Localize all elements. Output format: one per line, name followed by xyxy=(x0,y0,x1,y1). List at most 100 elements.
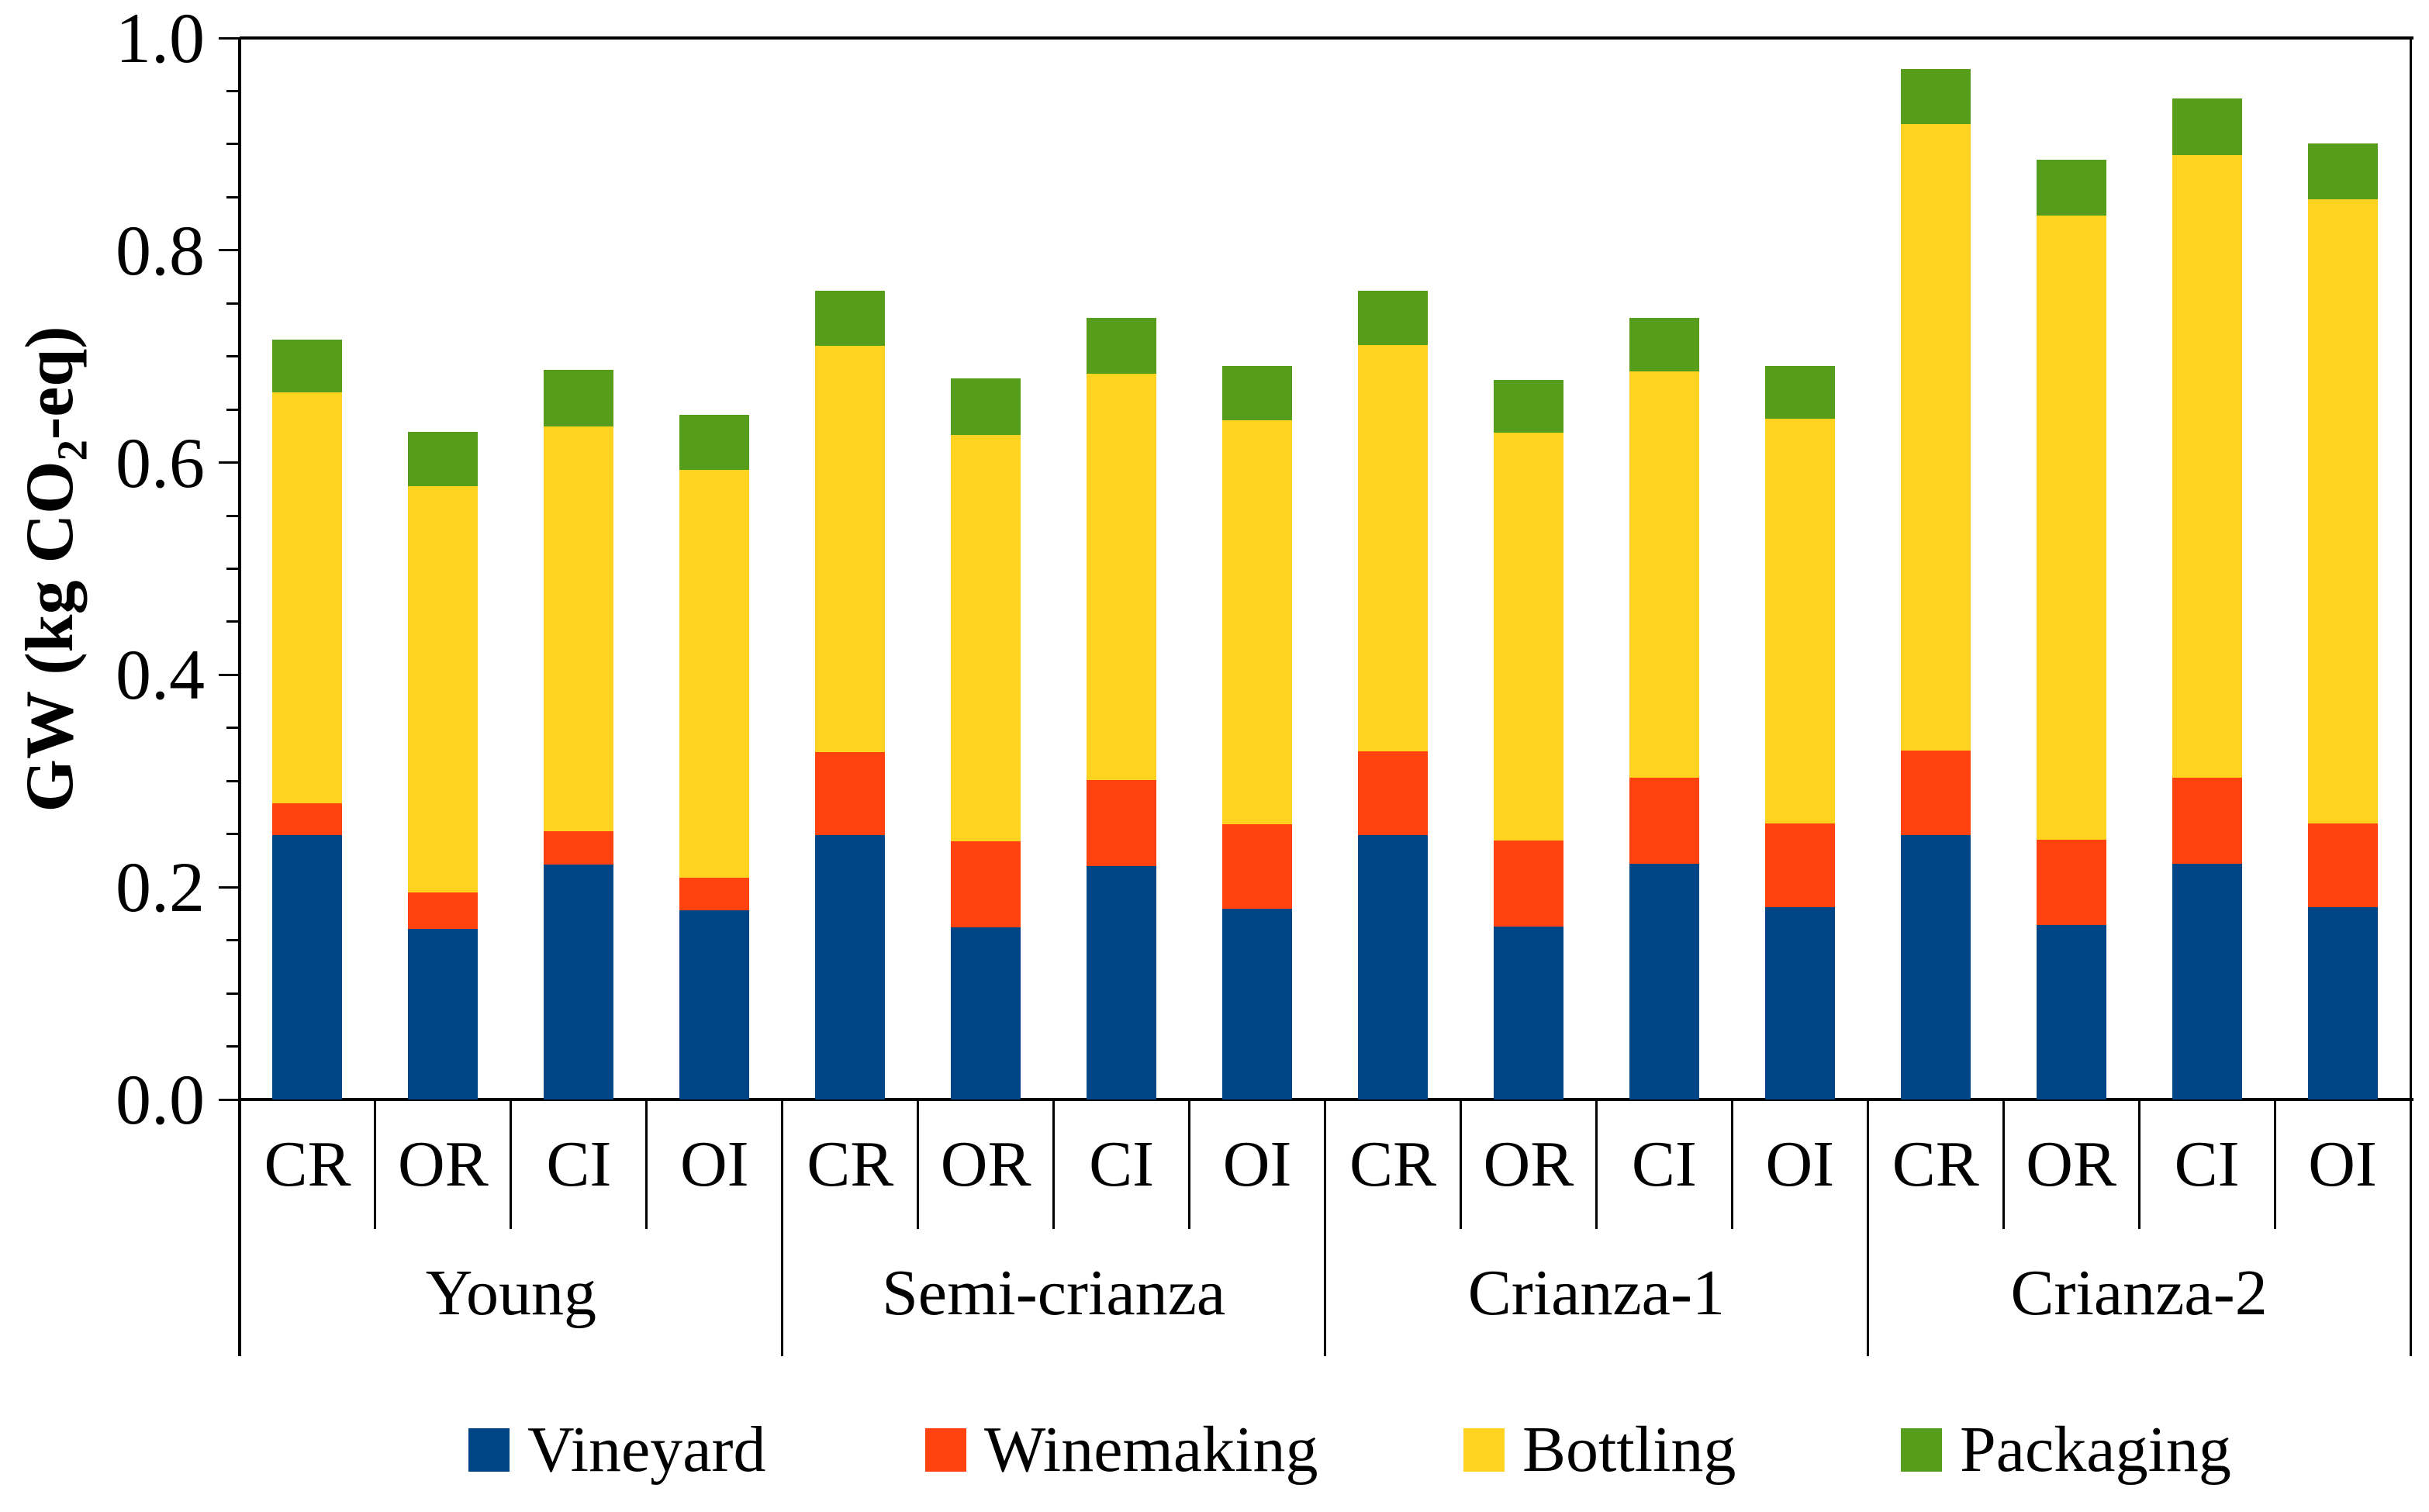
x-category-label: OI xyxy=(2308,1128,2377,1200)
bar-segment-vineyard xyxy=(2172,864,2242,1099)
y-axis-minor-tick xyxy=(226,568,240,570)
y-axis-minor-tick xyxy=(226,89,240,92)
x-axis-category-separator xyxy=(1730,1099,1733,1229)
bar-segment-bottling xyxy=(951,435,1021,842)
y-axis-minor-tick xyxy=(226,833,240,836)
bar-segment-winemaking xyxy=(2172,778,2242,865)
x-axis-category-separator xyxy=(1595,1099,1598,1229)
bar-segment-packaging xyxy=(1357,290,1428,345)
bar-segment-vineyard xyxy=(951,927,1021,1099)
bar-segment-packaging xyxy=(679,414,750,471)
x-axis-group-separator xyxy=(1324,1099,1326,1356)
bar-segment-winemaking xyxy=(1222,824,1293,909)
y-axis-minor-tick xyxy=(226,939,240,942)
bar-segment-vineyard xyxy=(1764,907,1835,1099)
x-axis-category-separator xyxy=(917,1099,920,1229)
bar-segment-packaging xyxy=(2036,160,2106,216)
bar-segment-winemaking xyxy=(951,841,1021,928)
bar-segment-vineyard xyxy=(2307,907,2378,1099)
y-axis-major-tick xyxy=(219,249,240,252)
plot-border-right xyxy=(2410,38,2412,1356)
bar-segment-bottling xyxy=(1357,344,1428,751)
legend-label-winemaking: Winemaking xyxy=(984,1414,1318,1486)
bottling-swatch-icon xyxy=(1463,1428,1505,1472)
bar-segment-bottling xyxy=(1493,433,1563,841)
bar-segment-bottling xyxy=(1900,123,1971,751)
bar-segment-bottling xyxy=(544,426,614,831)
y-axis-minor-tick xyxy=(226,195,240,198)
y-axis-tick-label: 1.0 xyxy=(116,0,205,78)
bar-segment-bottling xyxy=(1087,373,1157,780)
bar-segment-vineyard xyxy=(2036,925,2106,1099)
y-axis-minor-tick xyxy=(226,143,240,146)
x-group-label: Crianza-2 xyxy=(2010,1256,2268,1329)
x-category-label: CR xyxy=(264,1128,351,1200)
bar-segment-vineyard xyxy=(544,865,614,1099)
bar-segment-packaging xyxy=(272,339,343,393)
bar-segment-winemaking xyxy=(815,752,886,836)
winemaking-swatch-icon xyxy=(925,1428,966,1472)
bar-segment-bottling xyxy=(408,485,479,893)
bar-segment-bottling xyxy=(1764,419,1835,824)
bar-segment-bottling xyxy=(2172,154,2242,778)
y-axis-minor-tick xyxy=(226,514,240,517)
vineyard-swatch-icon xyxy=(468,1428,510,1472)
x-category-label: CI xyxy=(1089,1128,1155,1200)
packaging-swatch-icon xyxy=(1901,1428,1942,1472)
x-group-label: Semi-crianza xyxy=(882,1256,1226,1329)
bar-segment-packaging xyxy=(544,370,614,427)
y-axis-minor-tick xyxy=(226,620,240,623)
y-axis-major-tick xyxy=(219,461,240,464)
bar-segment-bottling xyxy=(815,346,886,753)
x-axis-line xyxy=(240,1098,2413,1101)
bar-segment-packaging xyxy=(1629,318,1699,371)
y-axis-minor-tick xyxy=(226,992,240,995)
x-group-label: Young xyxy=(425,1256,596,1329)
x-category-label: CI xyxy=(546,1128,612,1200)
x-category-label: OR xyxy=(1483,1128,1574,1200)
bar-segment-bottling xyxy=(679,470,750,878)
bar-segment-packaging xyxy=(815,290,886,346)
bar-segment-packaging xyxy=(1222,366,1293,420)
bar-segment-vineyard xyxy=(272,835,343,1099)
bar-segment-winemaking xyxy=(272,803,343,836)
y-axis-minor-tick xyxy=(226,727,240,730)
bar-segment-winemaking xyxy=(1629,778,1699,865)
bar-segment-bottling xyxy=(1629,371,1699,778)
bar-segment-packaging xyxy=(1900,68,1971,124)
bar-segment-packaging xyxy=(2307,143,2378,200)
bar-segment-packaging xyxy=(1764,366,1835,419)
y-axis-title-suffix: -eq) xyxy=(12,326,88,440)
y-axis-minor-tick xyxy=(226,1045,240,1048)
bar-segment-winemaking xyxy=(1087,779,1157,866)
bar-segment-bottling xyxy=(272,392,343,804)
y-axis-tick-label: 0.6 xyxy=(116,423,205,502)
y-axis-tick-label: 0.2 xyxy=(116,847,205,927)
y-axis-tick-label: 0.4 xyxy=(116,635,205,715)
x-axis-category-separator xyxy=(1052,1099,1056,1229)
y-axis-major-tick xyxy=(219,885,240,889)
x-category-label: OR xyxy=(2026,1128,2116,1200)
bar-segment-winemaking xyxy=(679,877,750,911)
bar-segment-packaging xyxy=(2172,98,2242,155)
bar-segment-bottling xyxy=(2036,215,2106,840)
x-group-label: Crianza-1 xyxy=(1467,1256,1725,1329)
y-axis-line xyxy=(238,38,241,1356)
bar-segment-vineyard xyxy=(1222,908,1293,1099)
bar-segment-vineyard xyxy=(1629,864,1699,1099)
y-axis-major-tick xyxy=(219,673,240,676)
x-axis-category-separator xyxy=(2002,1099,2005,1229)
bar-segment-vineyard xyxy=(408,928,479,1099)
legend-label-bottling: Bottling xyxy=(1522,1414,1736,1486)
x-category-label: OI xyxy=(679,1128,749,1200)
y-axis-major-tick xyxy=(219,36,240,40)
x-category-label: CR xyxy=(1349,1128,1436,1200)
x-category-label: CR xyxy=(1892,1128,1979,1200)
x-category-label: CI xyxy=(2174,1128,2240,1200)
x-axis-category-separator xyxy=(2137,1099,2140,1229)
x-axis-category-separator xyxy=(2273,1099,2276,1229)
x-category-label: CR xyxy=(807,1128,894,1200)
bar-segment-winemaking xyxy=(1357,751,1428,836)
bar-segment-vineyard xyxy=(1087,865,1157,1099)
